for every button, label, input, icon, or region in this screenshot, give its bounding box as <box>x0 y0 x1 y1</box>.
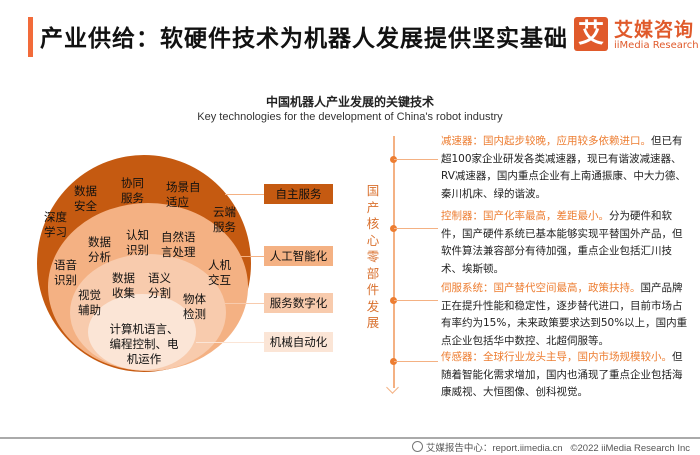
connector-line <box>225 194 264 195</box>
title-accent-bar <box>28 17 33 57</box>
logo-en-text: iiMedia Research <box>614 40 699 51</box>
component-sensor: 传感器：全球行业龙头主导，国内市场规模较小。但随着智能化需求增加，国内也涌现了重… <box>441 349 691 402</box>
label-text: 云端 服务 <box>213 205 236 234</box>
ring-label: 视觉 辅助 <box>78 288 101 318</box>
footer: 艾媒报告中心：report.iimedia.cn ©2022 iiMedia R… <box>411 440 690 454</box>
label-text: 数据 安全 <box>74 184 97 213</box>
ring-label: 数据 安全 <box>74 184 97 214</box>
component-text: 国产品牌正在提升性能和稳定性，逐步替代进口，目前市场占有率约为15%，未来政策要… <box>441 282 688 347</box>
component-highlight: 控制器：国产化率最高，差距最小。 <box>441 210 609 222</box>
timeline-branch <box>394 300 438 301</box>
label-text: 认知 识别 <box>126 228 149 257</box>
report-icon <box>411 441 423 452</box>
label-text: 数据 收集 <box>112 271 135 300</box>
timeline-line <box>393 136 395 388</box>
timeline-dot <box>390 358 397 365</box>
timeline-dot <box>390 225 397 232</box>
component-controller: 控制器：国产化率最高，差距最小。分为硬件和软件，国产硬件系统已基本能够实现平替国… <box>441 208 691 278</box>
label-text: 场景自 适应 <box>166 180 201 209</box>
timeline-branch <box>394 228 438 229</box>
label-text: 语义 分割 <box>148 271 171 300</box>
logo-icon: 艾 <box>574 17 608 51</box>
diagram-subtitle: Key technologies for the development of … <box>197 111 503 123</box>
category-ai: 人工智能化 <box>264 246 333 266</box>
component-text: 但随着智能化需求增加，国内也涌现了重点企业包括海康威视、大恒图像、创科视觉。 <box>441 351 683 398</box>
ring-label: 语音 识别 <box>54 258 77 288</box>
ring-label: 自然语 言处理 <box>161 230 196 260</box>
arrow-down-icon <box>386 381 399 394</box>
connector-line <box>240 256 264 257</box>
label-text: 物体 检测 <box>183 292 206 321</box>
ring-label: 协同 服务 <box>121 176 144 206</box>
ring-label: 语义 分割 <box>148 271 171 301</box>
ring-inner <box>88 294 196 370</box>
category-service-digital: 服务数字化 <box>264 293 333 313</box>
component-text: 但已有超100家企业研发各类减速器，现已有谐波减速器、RV减速器，国内重点企业有… <box>441 135 686 200</box>
component-highlight: 传感器：全球行业龙头主导，国内市场规模较小。 <box>441 351 672 363</box>
timeline-branch <box>394 159 438 160</box>
label-text: 人机 交互 <box>208 258 231 287</box>
ring-label: 人机 交互 <box>208 258 231 288</box>
label-text: 计算机语言、 编程控制、电 机运作 <box>109 322 179 366</box>
connector-line <box>196 342 264 343</box>
component-text: 分为硬件和软件，国产硬件系统已基本能够实现平替国外产品，但软件算法兼容部分有待加… <box>441 210 683 275</box>
diagram-title: 中国机器人产业发展的关键技术 <box>265 95 434 109</box>
ring-label: 数据 分析 <box>88 235 111 265</box>
timeline-dot <box>390 156 397 163</box>
timeline-dot <box>390 297 397 304</box>
ring-label: 数据 收集 <box>112 271 135 301</box>
component-reducer: 减速器：国内起步较晚，应用较多依赖进口。但已有超100家企业研发各类减速器，现已… <box>441 133 691 203</box>
ring-label: 物体 检测 <box>183 292 206 322</box>
ring-label: 认知 识别 <box>126 228 149 258</box>
logo-cn-text: 艾媒咨询 <box>614 19 695 41</box>
label-text: 视觉 辅助 <box>78 288 101 317</box>
vertical-title: 国产核心零部件发展 <box>366 183 380 330</box>
ring-label: 计算机语言、 编程控制、电 机运作 <box>104 322 184 367</box>
timeline-branch <box>394 361 438 362</box>
ring-label: 深度 学习 <box>44 210 67 240</box>
label-text: 自然语 言处理 <box>161 230 196 259</box>
component-highlight: 减速器：国内起步较晚，应用较多依赖进口。 <box>441 135 651 147</box>
ring-label: 云端 服务 <box>213 205 236 235</box>
connector-line <box>225 303 264 304</box>
category-autonomous-service: 自主服务 <box>264 184 333 204</box>
label-text: 深度 学习 <box>44 210 67 239</box>
label-text: 语音 识别 <box>54 258 77 287</box>
category-mechanical-automation: 机械自动化 <box>264 332 333 352</box>
component-servo: 伺服系统：国产替代空间最高，政策扶持。国产品牌正在提升性能和稳定性，逐步替代进口… <box>441 280 691 350</box>
ring-label: 场景自 适应 <box>166 180 201 210</box>
label-text: 协同 服务 <box>121 176 144 205</box>
page-title: 产业供给：软硬件技术为机器人发展提供坚实基础 <box>40 26 568 52</box>
footer-source: 艾媒报告中心：report.iimedia.cn <box>425 443 563 454</box>
footer-copyright: ©2022 iiMedia Research Inc <box>570 443 690 454</box>
component-highlight: 伺服系统：国产替代空间最高，政策扶持。 <box>441 282 641 294</box>
footer-divider <box>0 437 700 439</box>
label-text: 数据 分析 <box>88 235 111 264</box>
brand-logo: 艾 艾媒咨询 iiMedia Research <box>574 15 699 55</box>
